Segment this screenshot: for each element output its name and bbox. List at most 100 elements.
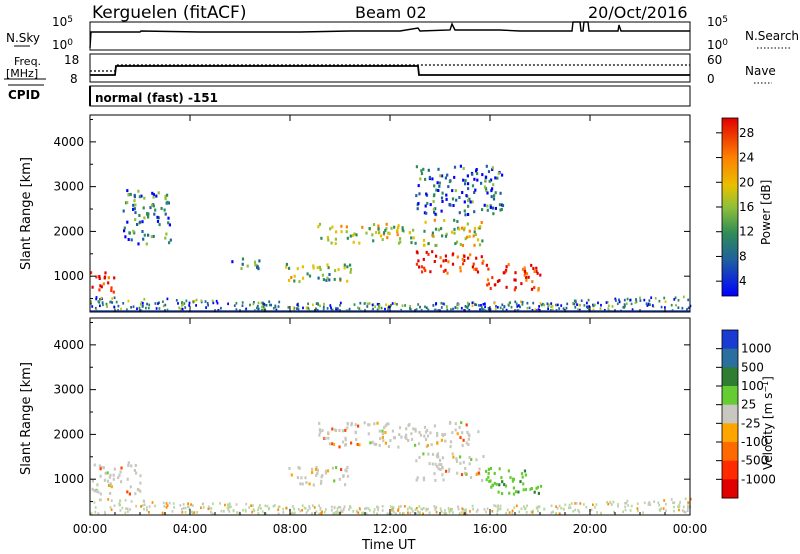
echo-cell [184,306,187,309]
echo-cell [344,483,347,487]
y-tick-label: 4000 [53,135,84,149]
echo-cell [112,290,115,294]
echo-cell [320,511,322,515]
colorbar-tick-label: 8 [739,249,747,263]
echo-cell [533,490,536,494]
echo-cell [317,225,320,229]
echo-cell [494,307,497,311]
echo-cell [369,441,372,445]
echo-cell [306,272,309,276]
y-tick-label: 4000 [53,338,84,352]
echo-cell [423,266,426,270]
echo-cell [485,469,488,473]
echo-cell [338,428,341,432]
echo-cell [456,471,459,475]
echo-cell [91,285,94,289]
echo-cell [305,511,308,514]
echo-cell [588,308,590,312]
echo-cell [196,511,198,514]
echo-cell [597,301,599,305]
echo-cell [241,304,244,307]
echo-cell [101,301,104,304]
echo-cell [489,204,492,208]
echo-cell [689,497,692,501]
echo-cell [609,500,612,504]
echo-cell [444,439,447,443]
echo-cell [630,302,633,306]
echo-cell [235,503,238,506]
echo-cell [327,436,330,440]
echo-cell [525,278,528,282]
echo-cell [342,507,345,511]
echo-cell [93,501,96,504]
echo-cell [465,305,468,309]
echo-cell [416,476,419,480]
echo-cell [449,421,452,424]
echo-cell [463,209,466,213]
echo-cell [433,210,436,214]
echo-cell [112,477,115,481]
echo-cell [134,492,137,496]
echo-cell [296,476,299,480]
echo-cell [487,307,490,310]
echo-cell [687,306,690,310]
echo-cell [534,308,537,311]
echo-cell [463,512,465,515]
echo-cell [157,302,159,305]
echo-cell [424,220,427,224]
echo-cell [312,266,315,270]
echo-cell [152,193,155,197]
echo-cell [297,305,300,308]
echo-cell [389,439,392,443]
echo-cell [514,490,518,494]
echo-cell [473,267,476,271]
echo-cell [423,243,426,247]
echo-cell [307,509,309,512]
colorbar-tick-label: 28 [739,126,754,140]
echo-cell [373,510,375,514]
echo-cell [381,509,384,512]
echo-cell [224,503,226,507]
echo-cell [445,232,448,236]
echo-cell [133,231,136,235]
noise-panel: N.Sky 105 100 105 100 N.Search [6,15,799,52]
echo-cell [469,510,471,513]
echo-cell [579,303,581,307]
echo-cell [387,231,390,235]
echo-cell [442,269,445,273]
echo-cell [178,306,181,310]
echo-cell [495,305,497,308]
echo-cell [507,303,510,307]
echo-cell [147,212,150,216]
echo-cell [376,512,378,515]
echo-cell [499,504,502,508]
echo-cell [431,462,434,466]
echo-cell [277,305,280,308]
echo-cell [664,502,667,506]
echo-cell [113,276,116,280]
echo-cell [429,270,432,274]
power-data [90,164,692,313]
echo-cell [373,508,376,511]
echo-cell [327,266,330,270]
nave-trace [90,64,690,72]
echo-cell [168,501,171,505]
freq-tick-high: 18 [64,53,79,67]
echo-cell [482,259,485,263]
echo-cell [400,435,403,439]
echo-cell [507,263,510,267]
echo-cell [257,267,260,271]
echo-cell [468,197,471,201]
echo-cell [435,506,438,509]
echo-cell [106,471,109,475]
echo-cell [141,301,144,305]
echo-cell [592,304,595,308]
echo-cell [524,473,527,477]
echo-region [317,222,417,246]
echo-cell [418,505,421,508]
nsky-tick-high: 105 [52,15,73,29]
echo-region [415,250,485,275]
echo-cell [94,506,97,509]
echo-cell [489,467,492,470]
echo-cell [192,300,195,304]
